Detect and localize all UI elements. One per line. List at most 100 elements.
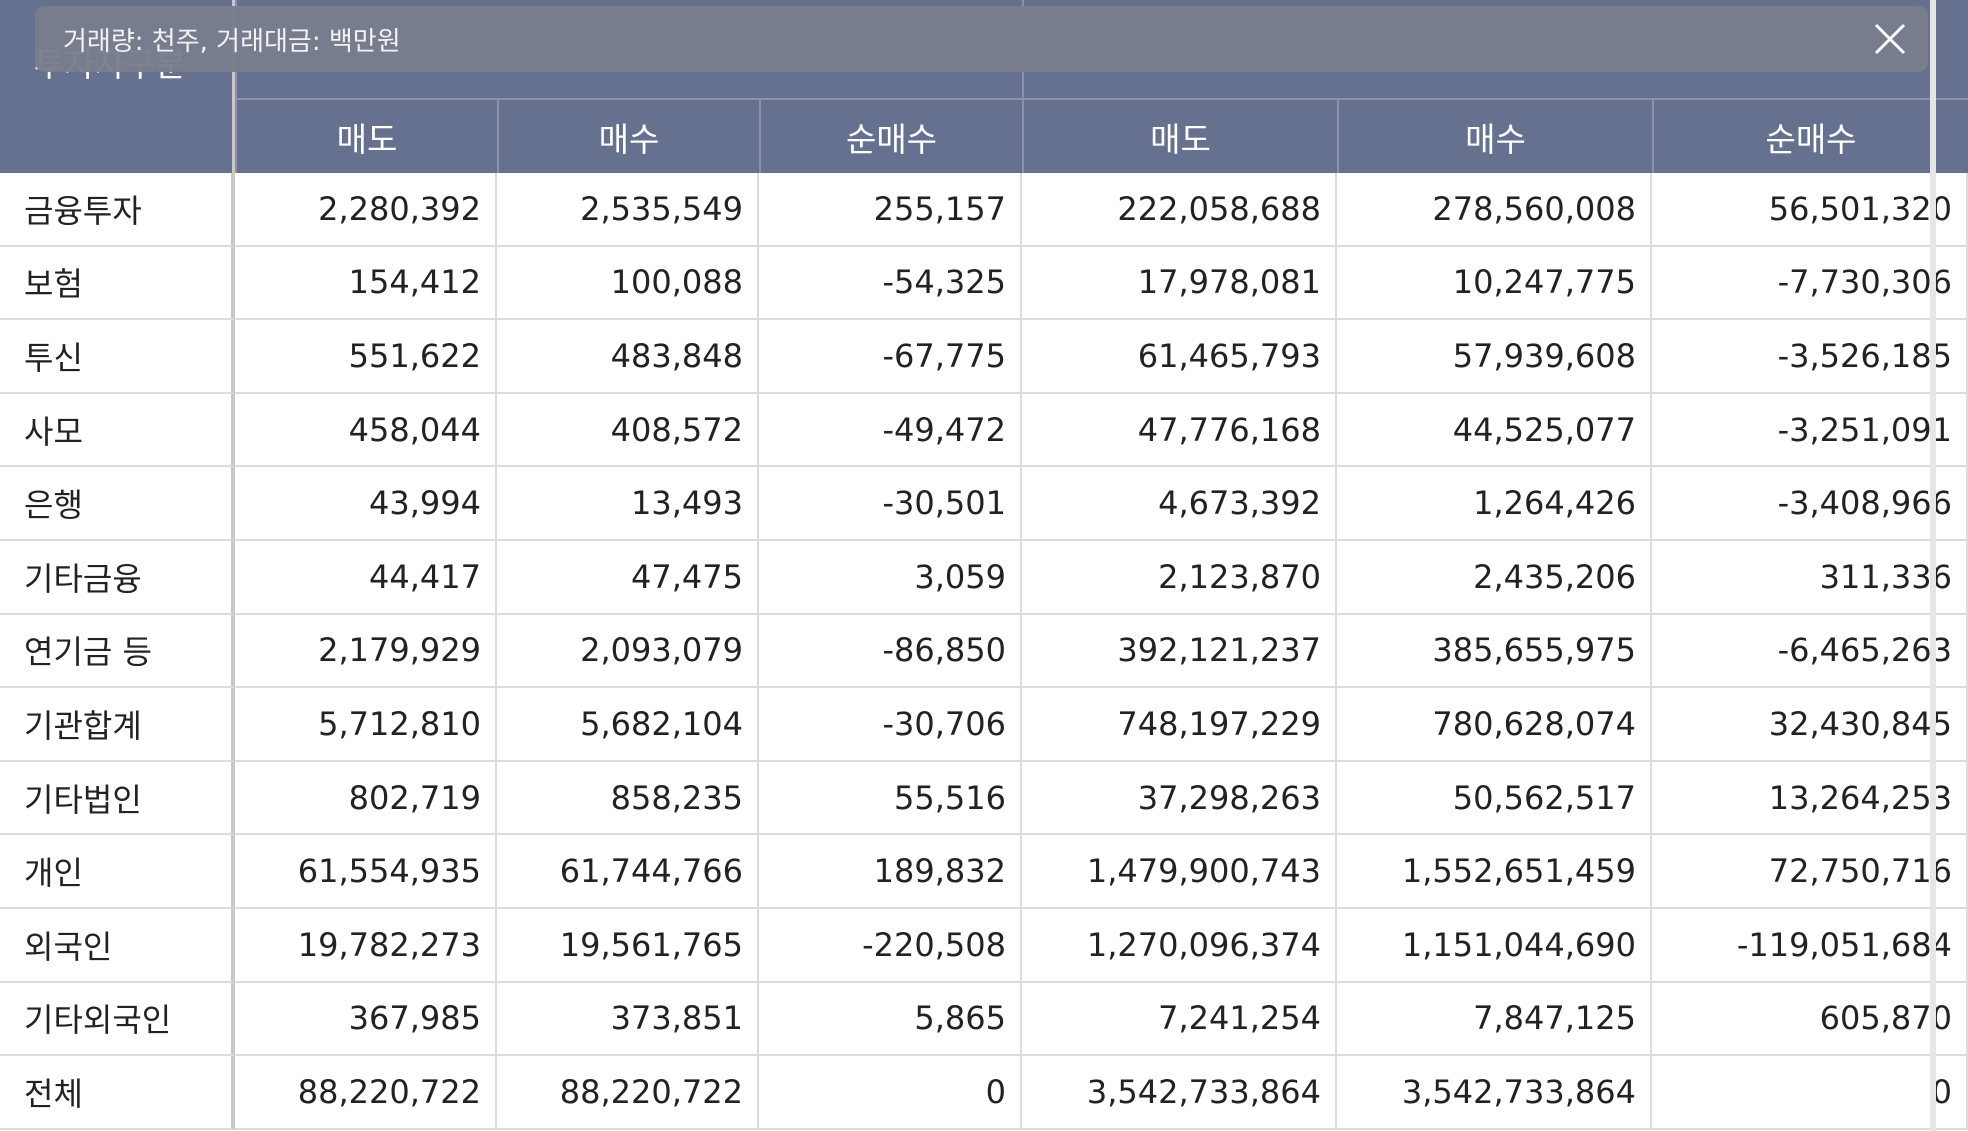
row-label: 전체 <box>0 1056 235 1130</box>
cell-value: 19,561,765 <box>497 909 759 983</box>
row-label: 금융투자 <box>0 173 235 247</box>
cell-value: -3,251,091 <box>1652 393 1968 468</box>
cell-value: 47,776,168 <box>1022 393 1337 468</box>
cell-value: 4,673,392 <box>1022 467 1337 541</box>
cell-value: 61,465,793 <box>1022 320 1337 394</box>
tooltip-text: 거래량: 천주, 거래대금: 백만원 <box>63 26 401 57</box>
cell-value: -220,508 <box>759 909 1022 983</box>
cell-value: 367,985 <box>235 982 497 1057</box>
cell-value: 10,247,775 <box>1337 246 1652 321</box>
row-label: 기타금융 <box>0 541 235 615</box>
column-header: 매수 <box>497 100 759 173</box>
column-header: 순매수 <box>759 100 1022 173</box>
cell-value: 3,542,733,864 <box>1337 1056 1652 1130</box>
cell-value: 44,417 <box>235 541 497 615</box>
cell-value: -67,775 <box>759 320 1022 394</box>
column-header: 순매수 <box>1652 100 1968 173</box>
row-label: 기타외국인 <box>0 982 235 1057</box>
cell-value: 88,220,722 <box>497 1056 759 1130</box>
cell-value: 551,622 <box>235 320 497 394</box>
row-label: 외국인 <box>0 909 235 983</box>
cell-value: 373,851 <box>497 982 759 1057</box>
column-header: 매수 <box>1337 100 1652 173</box>
cell-value: 1,479,900,743 <box>1022 835 1337 909</box>
cell-value: 56,501,320 <box>1652 173 1968 247</box>
cell-value: 47,475 <box>497 541 759 615</box>
row-label: 개인 <box>0 835 235 909</box>
cell-value: 5,712,810 <box>235 688 497 762</box>
cell-value: 1,151,044,690 <box>1337 909 1652 983</box>
cell-value: 5,682,104 <box>497 688 759 762</box>
row-label: 보험 <box>0 246 235 321</box>
cell-value: -7,730,306 <box>1652 246 1968 321</box>
cell-value: 13,264,253 <box>1652 761 1968 836</box>
tooltip: 거래량: 천주, 거래대금: 백만원 <box>35 6 1928 72</box>
row-label: 연기금 등 <box>0 614 235 689</box>
cell-value: 100,088 <box>497 246 759 321</box>
cell-value: 222,058,688 <box>1022 173 1337 247</box>
column-header: 매도 <box>235 100 497 173</box>
cell-value: 17,978,081 <box>1022 246 1337 321</box>
cell-value: 55,516 <box>759 761 1022 836</box>
header-filler <box>0 100 235 173</box>
cell-value: 1,270,096,374 <box>1022 909 1337 983</box>
cell-value: 392,121,237 <box>1022 614 1337 689</box>
cell-value: 72,750,716 <box>1652 835 1968 909</box>
cell-value: 3,542,733,864 <box>1022 1056 1337 1130</box>
cell-value: 802,719 <box>235 761 497 836</box>
cell-value: 44,525,077 <box>1337 393 1652 468</box>
cell-value: 255,157 <box>759 173 1022 247</box>
close-button[interactable] <box>1872 21 1908 57</box>
cell-value: 2,123,870 <box>1022 541 1337 615</box>
cell-value: 2,535,549 <box>497 173 759 247</box>
cell-value: 13,493 <box>497 467 759 541</box>
cell-value: 61,744,766 <box>497 835 759 909</box>
cell-value: 385,655,975 <box>1337 614 1652 689</box>
row-label: 사모 <box>0 393 235 468</box>
scrollbar <box>1930 0 1936 1131</box>
cell-value: -49,472 <box>759 393 1022 468</box>
column-header: 매도 <box>1022 100 1337 173</box>
cell-value: 3,059 <box>759 541 1022 615</box>
cell-value: 2,435,206 <box>1337 541 1652 615</box>
cell-value: 43,994 <box>235 467 497 541</box>
cell-value: 57,939,608 <box>1337 320 1652 394</box>
cell-value: -54,325 <box>759 246 1022 321</box>
cell-value: 780,628,074 <box>1337 688 1652 762</box>
cell-value: 2,093,079 <box>497 614 759 689</box>
cell-value: 483,848 <box>497 320 759 394</box>
cell-value: 5,865 <box>759 982 1022 1057</box>
cell-value: 50,562,517 <box>1337 761 1652 836</box>
cell-value: -3,526,185 <box>1652 320 1968 394</box>
cell-value: 2,179,929 <box>235 614 497 689</box>
row-label: 투신 <box>0 320 235 394</box>
cell-value: 605,870 <box>1652 982 1968 1057</box>
cell-value: 2,280,392 <box>235 173 497 247</box>
cell-value: 7,847,125 <box>1337 982 1652 1057</box>
cell-value: 32,430,845 <box>1652 688 1968 762</box>
cell-value: -3,408,966 <box>1652 467 1968 541</box>
cell-value: -6,465,263 <box>1652 614 1968 689</box>
cell-value: 37,298,263 <box>1022 761 1337 836</box>
cell-value: 748,197,229 <box>1022 688 1337 762</box>
row-label: 기타법인 <box>0 761 235 836</box>
cell-value: 61,554,935 <box>235 835 497 909</box>
cell-value: -30,706 <box>759 688 1022 762</box>
cell-value: 1,552,651,459 <box>1337 835 1652 909</box>
cell-value: 189,832 <box>759 835 1022 909</box>
cell-value: 408,572 <box>497 393 759 468</box>
cell-value: 88,220,722 <box>235 1056 497 1130</box>
cell-value: -86,850 <box>759 614 1022 689</box>
cell-value: 1,264,426 <box>1337 467 1652 541</box>
cell-value: 858,235 <box>497 761 759 836</box>
cell-value: 7,241,254 <box>1022 982 1337 1057</box>
cell-value: 458,044 <box>235 393 497 468</box>
cell-value: 278,560,008 <box>1337 173 1652 247</box>
cell-value: 154,412 <box>235 246 497 321</box>
cell-value: 0 <box>759 1056 1022 1130</box>
row-label: 기관합계 <box>0 688 235 762</box>
cell-value: 0 <box>1652 1056 1968 1130</box>
row-label: 은행 <box>0 467 235 541</box>
